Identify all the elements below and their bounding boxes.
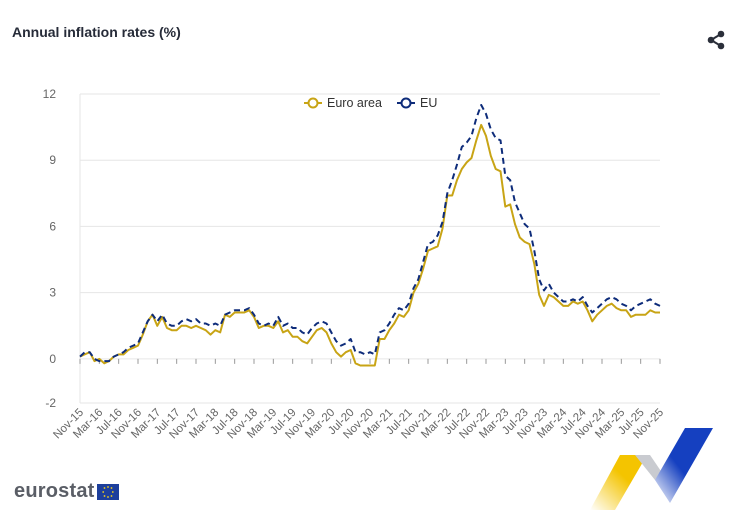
legend-marker bbox=[400, 97, 412, 109]
eurostat-logo[interactable]: eurostat bbox=[14, 480, 119, 503]
y-axis-ticks: -2 0 3 6 9 12 bbox=[43, 87, 57, 410]
x-axis-ticks: Nov-15Mar-16Jul-16Nov-16Mar-17Jul-17Nov-… bbox=[51, 358, 666, 441]
legend-item-euro-area[interactable]: Euro area bbox=[304, 96, 382, 110]
decorative-swoosh bbox=[590, 428, 713, 510]
y-tick-label: 9 bbox=[49, 153, 56, 167]
logo-text: eurostat bbox=[14, 480, 95, 502]
chart-title: Annual inflation rates (%) bbox=[12, 24, 181, 40]
share-icon[interactable] bbox=[705, 29, 727, 51]
y-tick-label: 3 bbox=[49, 286, 56, 300]
legend-label: Euro area bbox=[327, 96, 382, 110]
y-tick-label: 6 bbox=[49, 219, 56, 233]
eu-line[interactable] bbox=[79, 104, 661, 363]
eu-flag-icon bbox=[96, 483, 119, 500]
euro-area-line[interactable] bbox=[79, 123, 660, 367]
y-tick-label: -2 bbox=[45, 396, 56, 410]
chart-legend: Euro area EU bbox=[304, 96, 437, 110]
y-tick-label: 12 bbox=[43, 87, 57, 101]
line-chart: -2 0 3 6 9 12 Nov-15Mar-16Jul-16Nov-16Mar-17J… bbox=[43, 87, 666, 441]
legend-item-eu[interactable]: EU bbox=[397, 96, 437, 110]
legend-label: EU bbox=[420, 96, 437, 110]
grid-lines bbox=[79, 93, 660, 404]
legend-marker bbox=[307, 97, 319, 109]
series-lines bbox=[79, 104, 661, 367]
y-tick-label: 0 bbox=[49, 352, 56, 366]
